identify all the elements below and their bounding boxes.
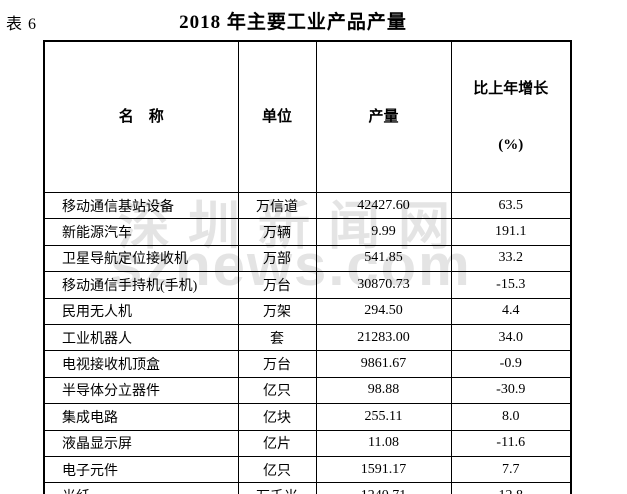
cell-growth: -0.9 bbox=[450, 350, 572, 378]
column-header-growth-line1: 比上年增长 bbox=[473, 80, 549, 97]
cell-unit: 万台 bbox=[237, 350, 317, 378]
cell-unit: 亿只 bbox=[237, 376, 317, 405]
column-header-growth: 比上年增长 (%) bbox=[450, 40, 572, 193]
cell-output: 1240.71 bbox=[315, 482, 452, 494]
cell-unit: 万部 bbox=[237, 244, 317, 273]
cell-product-name: 新能源汽车 bbox=[43, 218, 239, 246]
cell-unit: 万信道 bbox=[237, 191, 317, 220]
cell-product-name: 工业机器人 bbox=[43, 323, 239, 352]
cell-growth: -15.3 bbox=[450, 271, 572, 299]
cell-product-name: 电视接收机顶盒 bbox=[43, 350, 239, 378]
table-row: 电子元件 亿只 1591.17 7.7 bbox=[43, 455, 572, 484]
cell-output: 294.50 bbox=[315, 297, 452, 325]
cell-growth: -30.9 bbox=[450, 376, 572, 405]
cell-product-name: 移动通信基站设备 bbox=[43, 191, 239, 220]
industrial-output-table: 名 称 单位 产量 比上年增长 (%) 移动通信基站设备 万信道 42427.6… bbox=[43, 40, 572, 494]
cell-growth: 63.5 bbox=[450, 191, 572, 220]
cell-unit: 万台 bbox=[237, 271, 317, 299]
table-row: 卫星导航定位接收机 万部 541.85 33.2 bbox=[43, 244, 572, 273]
cell-growth: 4.4 bbox=[450, 297, 572, 325]
cell-growth: 8.0 bbox=[450, 403, 572, 431]
cell-output: 42427.60 bbox=[315, 191, 452, 220]
cell-output: 30870.73 bbox=[315, 271, 452, 299]
table-row: 集成电路 亿块 255.11 8.0 bbox=[43, 403, 572, 431]
cell-growth: 34.0 bbox=[450, 323, 572, 352]
cell-growth: -11.6 bbox=[450, 429, 572, 457]
cell-product-name: 半导体分立器件 bbox=[43, 376, 239, 405]
cell-product-name: 电子元件 bbox=[43, 455, 239, 484]
cell-unit: 亿片 bbox=[237, 429, 317, 457]
table-row: 液晶显示屏 亿片 11.08 -11.6 bbox=[43, 429, 572, 457]
table-row: 民用无人机 万架 294.50 4.4 bbox=[43, 297, 572, 325]
table-row: 工业机器人 套 21283.00 34.0 bbox=[43, 323, 572, 352]
table-row: 移动通信基站设备 万信道 42427.60 63.5 bbox=[43, 191, 572, 220]
cell-product-name: 集成电路 bbox=[43, 403, 239, 431]
table-row: 移动通信手持机(手机) 万台 30870.73 -15.3 bbox=[43, 271, 572, 299]
cell-unit: 万千米 bbox=[237, 482, 317, 494]
cell-output: 541.85 bbox=[315, 244, 452, 273]
cell-output: 9.99 bbox=[315, 218, 452, 246]
column-header-growth-line2: (%) bbox=[498, 136, 524, 153]
cell-unit: 万辆 bbox=[237, 218, 317, 246]
page-title: 2018 年主要工业产品产量 bbox=[179, 12, 407, 33]
table-row: 半导体分立器件 亿只 98.88 -30.9 bbox=[43, 376, 572, 405]
cell-growth: 7.7 bbox=[450, 455, 572, 484]
cell-output: 98.88 bbox=[315, 376, 452, 405]
cell-product-name: 卫星导航定位接收机 bbox=[43, 244, 239, 273]
table-row: 电视接收机顶盒 万台 9861.67 -0.9 bbox=[43, 350, 572, 378]
cell-output: 1591.17 bbox=[315, 455, 452, 484]
cell-output: 255.11 bbox=[315, 403, 452, 431]
cell-output: 11.08 bbox=[315, 429, 452, 457]
cell-output: 21283.00 bbox=[315, 323, 452, 352]
column-header-name: 名 称 bbox=[43, 40, 239, 193]
table-row: 光纤 万千米 1240.71 12.8 bbox=[43, 482, 572, 494]
cell-unit: 套 bbox=[237, 323, 317, 352]
cell-product-name: 民用无人机 bbox=[43, 297, 239, 325]
cell-growth: 191.1 bbox=[450, 218, 572, 246]
cell-unit: 亿只 bbox=[237, 455, 317, 484]
cell-unit: 亿块 bbox=[237, 403, 317, 431]
cell-product-name: 移动通信手持机(手机) bbox=[43, 271, 239, 299]
cell-growth: 12.8 bbox=[450, 482, 572, 494]
table-header-row: 名 称 单位 产量 比上年增长 (%) bbox=[43, 40, 572, 193]
column-header-output: 产量 bbox=[315, 40, 452, 193]
cell-product-name: 液晶显示屏 bbox=[43, 429, 239, 457]
cell-growth: 33.2 bbox=[450, 244, 572, 273]
table-number-label: 表 6 bbox=[6, 16, 38, 33]
cell-product-name: 光纤 bbox=[43, 482, 239, 494]
table-row: 新能源汽车 万辆 9.99 191.1 bbox=[43, 218, 572, 246]
cell-output: 9861.67 bbox=[315, 350, 452, 378]
cell-unit: 万架 bbox=[237, 297, 317, 325]
column-header-unit: 单位 bbox=[237, 40, 317, 193]
